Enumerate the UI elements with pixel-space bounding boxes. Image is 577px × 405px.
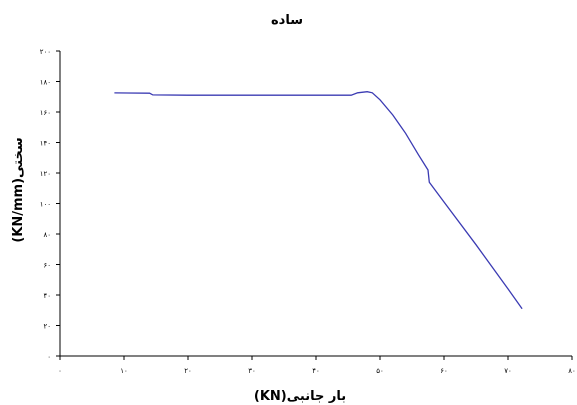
y-tick-label: ۲۰۰ [40,48,51,56]
x-tick-label: ۱۰ [120,367,128,375]
axes: ۰ ۱۰ ۲۰ ۳۰ ۴۰ ۵۰ ۶۰ ۷۰ ۸۰ ۰ ۲۰ ۴۰ ۶۰ ۸۰ ۱۰۰ ۱۲۰ ۱۴۰ ۱۶۰ ۱۸… [40,48,576,375]
y-tick-label: ۱۸۰ [40,79,51,87]
y-tick-label: ۸۰ [43,231,51,239]
y-tick-label: ۱۶۰ [40,109,51,117]
x-axis-label: بار جانبی(KN) [254,389,346,404]
x-tick-label: ۲۰ [184,367,192,375]
series-group [114,91,523,310]
series-line [114,91,523,310]
y-tick-label: ۱۴۰ [40,140,51,148]
y-tick-label: ۲۰ [43,323,51,331]
x-tick-label: ۴۰ [312,367,320,375]
x-tick-label: ۸۰ [568,367,576,375]
x-tick-label: ۳۰ [248,367,256,375]
y-tick-label: ۶۰ [43,262,51,270]
x-tick-label: ۰ [58,367,62,375]
y-tick-label: ۱۲۰ [40,170,51,178]
y-axis-label: سختی(KN/mm) [11,137,26,242]
y-tick-label: ۱۰۰ [40,201,51,209]
y-tick-label: ۴۰ [43,292,51,300]
y-tick-label: ۰ [47,353,51,361]
x-tick-label: ۷۰ [504,367,512,375]
chart-title: ساده [271,13,303,28]
x-tick-label: ۵۰ [376,367,384,375]
x-tick-label: ۶۰ [440,367,448,375]
